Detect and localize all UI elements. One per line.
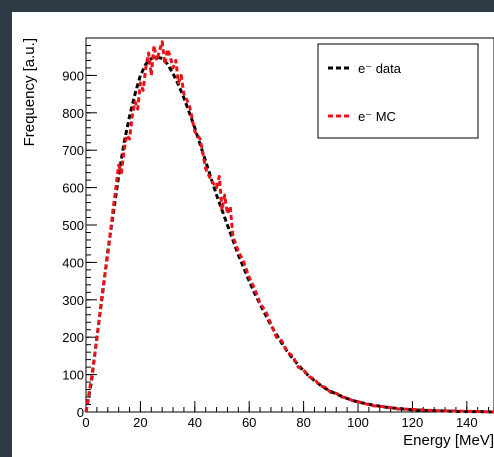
axis-ticks: 0 20 40 60 80 100 120 140 0 100 200 300 400 500 600 700… — [62, 37, 490, 430]
x-tick-label: 100 — [347, 415, 369, 430]
x-tick-label: 140 — [456, 415, 478, 430]
series-lines — [84, 40, 494, 414]
y-tick-label: 500 — [62, 218, 84, 233]
y-tick-label: 700 — [62, 143, 84, 158]
x-tick-label: 20 — [133, 415, 147, 430]
x-axis-title: Energy [MeV] — [403, 432, 494, 449]
y-tick-label: 900 — [62, 68, 84, 83]
x-tick-label: 0 — [82, 415, 89, 430]
x-tick-label: 60 — [242, 415, 256, 430]
x-tick-label: 80 — [296, 415, 310, 430]
legend-label-data: e⁻ data — [358, 61, 402, 76]
series-line-data — [84, 55, 494, 414]
series-line-mc — [84, 40, 494, 414]
energy-spectrum-chart: 0 20 40 60 80 100 120 140 0 100 200 300 400 500 600 700… — [21, 37, 494, 449]
y-tick-label: 0 — [77, 405, 84, 420]
legend: e⁻ data e⁻ MC — [317, 43, 479, 139]
legend-box — [317, 43, 479, 139]
y-tick-label: 300 — [62, 293, 84, 308]
y-axis-title: Frequency [a.u.] — [21, 38, 38, 146]
y-tick-label: 800 — [62, 106, 84, 121]
y-tick-label: 100 — [62, 368, 84, 383]
x-tick-label: 120 — [402, 415, 424, 430]
y-tick-label: 400 — [62, 255, 84, 270]
chart-panel: 0 20 40 60 80 100 120 140 0 100 200 300 400 500 600 700… — [12, 12, 494, 457]
legend-label-mc: e⁻ MC — [358, 109, 396, 124]
x-tick-label: 40 — [188, 415, 202, 430]
y-tick-label: 600 — [62, 181, 84, 196]
y-tick-label: 200 — [62, 330, 84, 345]
